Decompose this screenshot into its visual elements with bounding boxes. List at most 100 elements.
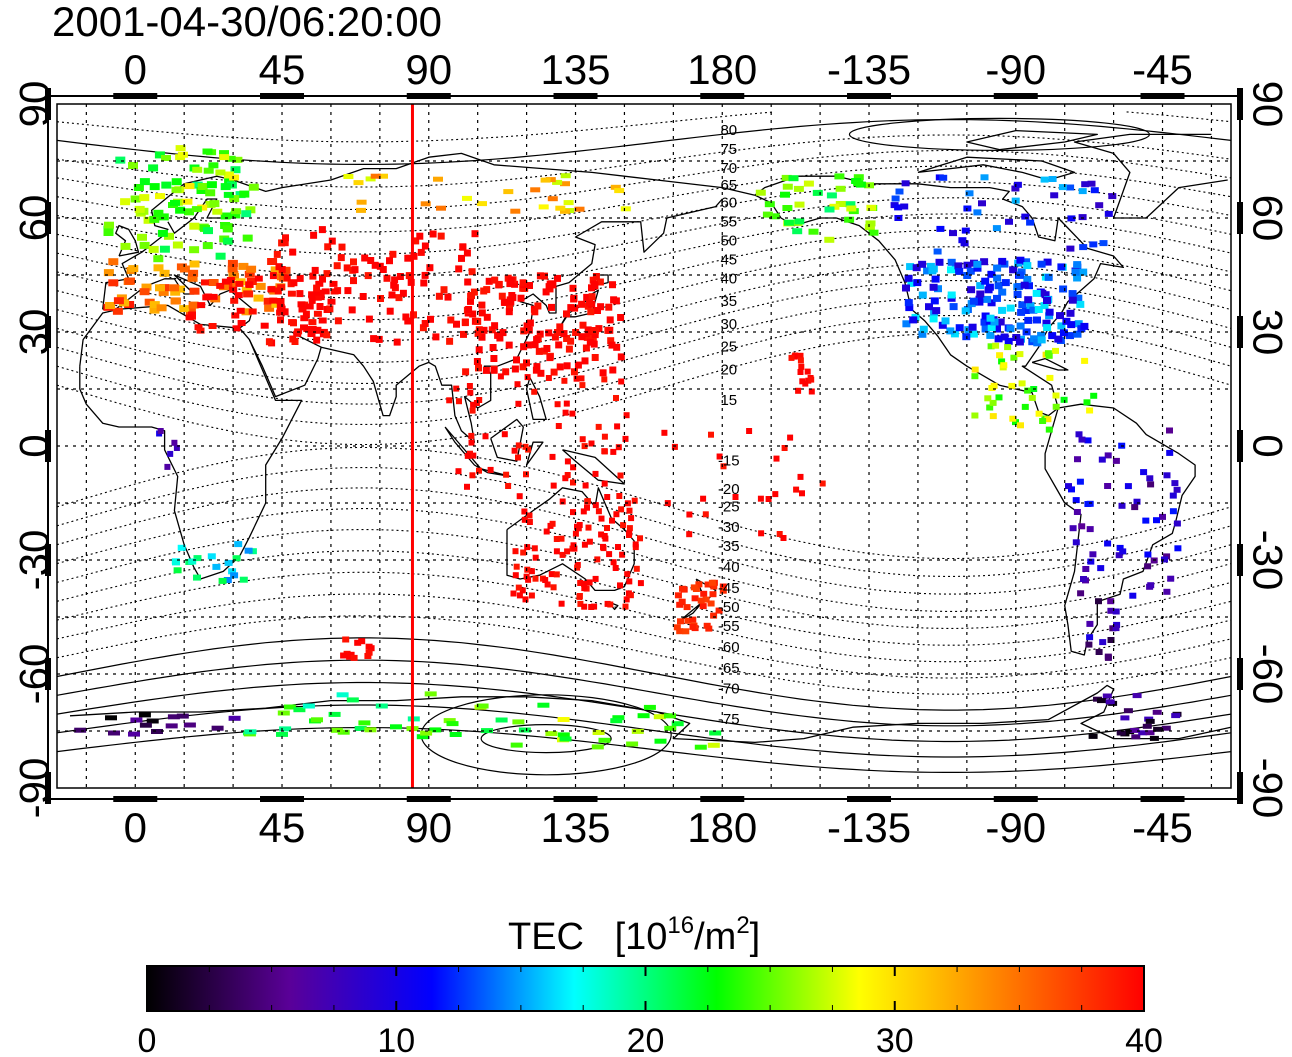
tec-point (364, 272, 372, 280)
tec-point (159, 245, 170, 253)
tec-point (1057, 322, 1066, 330)
frame-bar-top (1140, 93, 1185, 99)
tec-point (149, 306, 160, 314)
frame-bar-right (1237, 316, 1243, 348)
tec-point (797, 369, 804, 375)
tec-point (609, 366, 617, 374)
tec-point (105, 302, 115, 309)
tec-point (986, 314, 995, 322)
tec-point (205, 189, 216, 197)
mlat-contour (56, 467, 1232, 577)
tec-point (494, 331, 502, 339)
tec-point (1084, 501, 1092, 507)
tec-point (582, 344, 590, 352)
tec-point (532, 575, 539, 582)
tec-point (530, 187, 541, 193)
x-tick-label-bottom: 180 (687, 804, 757, 851)
tec-point (1147, 481, 1155, 488)
tec-point (949, 230, 957, 237)
tec-point (159, 269, 170, 277)
tec-point (429, 727, 442, 733)
tec-point (671, 443, 678, 450)
tec-point (151, 729, 163, 734)
tec-point (1088, 733, 1098, 739)
tec-point (808, 228, 819, 235)
tec-point (960, 240, 969, 247)
tec-point (1089, 241, 1098, 248)
tec-point (976, 282, 985, 290)
tec-point (971, 366, 979, 373)
tec-point (404, 317, 412, 325)
mlat-contour (56, 508, 1232, 612)
tec-point (556, 323, 564, 331)
mlat-contour (56, 487, 1232, 595)
tec-point (134, 205, 145, 213)
x-tick-label-top: 45 (259, 46, 306, 93)
tec-point (290, 279, 298, 287)
tec-point (153, 209, 164, 217)
tec-point (1040, 176, 1049, 183)
tec-point (321, 288, 330, 295)
frame-bar-top (847, 93, 892, 99)
tec-point (576, 593, 583, 599)
tec-point (1015, 338, 1024, 346)
tec-point (1147, 582, 1155, 589)
colorbar-tick-label: 0 (138, 1022, 157, 1057)
tec-point (707, 600, 715, 607)
tec-point (554, 401, 561, 408)
tec-point (212, 208, 223, 215)
tec-point (263, 297, 274, 305)
tec-point (1065, 483, 1072, 490)
tec-point (579, 321, 587, 329)
tec-point (271, 300, 282, 308)
tec-point (569, 284, 577, 292)
tec-point (112, 307, 123, 315)
tec-point (637, 535, 643, 542)
tec-point (161, 181, 172, 189)
tec-point (1140, 469, 1148, 476)
tec-point (224, 177, 235, 185)
tec-point (719, 583, 727, 590)
tec-point (516, 493, 523, 500)
tec-point (1169, 508, 1177, 515)
tec-point (1052, 392, 1060, 399)
tec-point (230, 297, 239, 304)
tec-point (505, 308, 513, 316)
tec-point (156, 304, 167, 312)
tec-point (503, 189, 514, 195)
tec-point (1086, 407, 1094, 414)
tec-point (375, 335, 383, 343)
tec-point (637, 580, 644, 587)
tec-point (925, 303, 933, 311)
contour-label: -35 (718, 538, 740, 555)
tec-point (1044, 416, 1052, 423)
tec-point (467, 389, 474, 396)
tec-point (507, 298, 515, 306)
tec-point (226, 181, 237, 189)
tec-point (526, 512, 533, 519)
tec-point (581, 585, 588, 592)
tec-point (799, 378, 806, 385)
tec-point (1104, 540, 1112, 547)
tec-point (765, 496, 772, 502)
tec-point (149, 215, 160, 223)
y-tick-label-left: -90 (11, 758, 58, 819)
tec-point (531, 341, 539, 349)
tec-point (470, 401, 477, 408)
tec-point (834, 173, 845, 180)
tec-point (548, 571, 555, 578)
tec-point (976, 290, 985, 298)
mlat-contour (56, 280, 1232, 384)
tec-point (1169, 492, 1177, 499)
tec-point (305, 303, 314, 310)
tec-point (318, 317, 327, 324)
tec-point (819, 480, 826, 487)
contour-label: -25 (718, 498, 740, 515)
tec-point (543, 528, 550, 535)
tec-point (308, 296, 316, 304)
x-tick-label-top: 180 (687, 46, 757, 93)
tec-point (501, 298, 509, 306)
tec-point (1086, 634, 1094, 641)
tec-point (788, 354, 795, 361)
y-axis-left-labels: 90 60 30 0 -30 -60 -90 (11, 81, 58, 819)
